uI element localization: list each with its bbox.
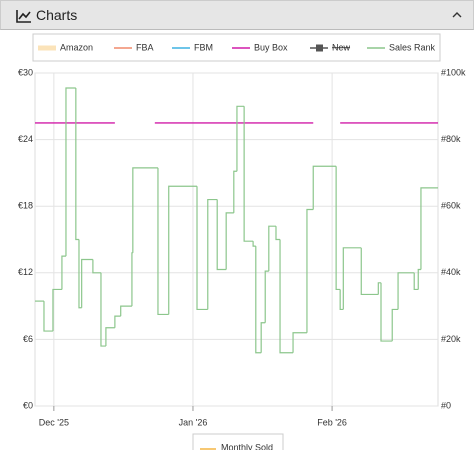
sales-rank-step bbox=[233, 170, 237, 213]
sales-rank-step bbox=[243, 106, 254, 242]
sales-rank-step bbox=[380, 282, 393, 342]
sales-rank-step bbox=[413, 272, 419, 291]
sales-rank-step bbox=[75, 87, 79, 241]
header: Charts bbox=[0, 0, 474, 30]
sales-rank-step bbox=[52, 288, 62, 332]
sales-rank-step bbox=[114, 315, 121, 328]
legend-label: Amazon bbox=[60, 42, 93, 52]
sales-rank-step bbox=[196, 186, 208, 311]
legend-label: FBM bbox=[194, 42, 213, 52]
sales-rank-step bbox=[312, 165, 337, 210]
y2-tick-label: #60k bbox=[441, 201, 461, 211]
sales-rank-step bbox=[420, 187, 438, 270]
sales-rank-step bbox=[417, 268, 421, 290]
sales-rank-step bbox=[61, 255, 66, 290]
y2-tick-label: #0 bbox=[441, 400, 451, 410]
sales-rank-step bbox=[306, 208, 314, 333]
sales-rank-step bbox=[255, 246, 262, 354]
bottom-legend-label: Monthly Sold bbox=[221, 442, 273, 450]
sales-rank-step bbox=[81, 258, 93, 308]
sales-rank-step bbox=[65, 87, 76, 257]
sales-rank-step bbox=[339, 289, 344, 311]
y2-tick-label: #40k bbox=[441, 267, 461, 277]
collapse-button[interactable] bbox=[452, 11, 462, 19]
sales-rank-step bbox=[260, 322, 266, 353]
sales-rank-step bbox=[252, 241, 256, 247]
sales-rank-step bbox=[78, 239, 82, 309]
sales-rank-step bbox=[207, 198, 218, 310]
x-tick-label: Dec '25 bbox=[39, 417, 69, 427]
sales-rank-step bbox=[335, 166, 341, 291]
y-tick-label: €30 bbox=[18, 67, 33, 77]
y2-tick-label: #80k bbox=[441, 134, 461, 144]
sales-rank-step bbox=[216, 199, 227, 271]
sales-rank-step bbox=[100, 272, 106, 347]
sales-rank-step bbox=[377, 282, 382, 295]
sales-rank-step bbox=[397, 272, 415, 310]
chart-icon bbox=[16, 10, 31, 23]
y2-tick-label: #20k bbox=[441, 334, 461, 344]
y-tick-label: €0 bbox=[23, 400, 33, 410]
sales-rank-step bbox=[279, 239, 294, 354]
sales-rank-step bbox=[105, 327, 115, 347]
sales-rank-step bbox=[132, 167, 158, 253]
sales-rank-step bbox=[268, 225, 276, 272]
y-tick-label: €18 bbox=[18, 201, 33, 211]
sales-rank-step bbox=[391, 308, 399, 342]
sales-rank-step bbox=[120, 305, 132, 317]
sales-rank-step bbox=[168, 185, 198, 315]
y-tick-label: €12 bbox=[18, 267, 33, 277]
header-title: Charts bbox=[36, 7, 78, 23]
bottom-legend-box bbox=[192, 433, 284, 450]
sales-rank-step bbox=[131, 252, 133, 307]
legend-label: Sales Rank bbox=[389, 42, 436, 52]
sales-rank-step bbox=[264, 270, 269, 323]
sales-rank-step bbox=[275, 226, 281, 241]
sales-rank-step bbox=[43, 301, 53, 332]
sales-rank-step bbox=[157, 167, 169, 316]
y2-tick-label: #100k bbox=[441, 67, 466, 77]
chart: Amazon FBA FBM Buy Box New Sales Rank €0 €6 €12 €… bbox=[18, 33, 466, 450]
legend-label: New bbox=[332, 42, 351, 52]
y-tick-label: €24 bbox=[18, 134, 33, 144]
sales-rank-step bbox=[225, 212, 234, 270]
sales-rank-step bbox=[292, 332, 307, 353]
sales-rank-step bbox=[360, 247, 379, 296]
y-tick-label: €6 bbox=[23, 334, 33, 344]
legend-label: Buy Box bbox=[254, 42, 288, 52]
sales-rank-step bbox=[92, 259, 101, 274]
sales-rank-step bbox=[342, 247, 362, 310]
x-tick-label: Feb '26 bbox=[317, 417, 347, 427]
legend-label: FBA bbox=[136, 42, 154, 52]
sales-rank-step bbox=[236, 105, 245, 172]
x-tick-label: Jan '26 bbox=[179, 417, 208, 427]
legend-marker bbox=[316, 44, 323, 52]
